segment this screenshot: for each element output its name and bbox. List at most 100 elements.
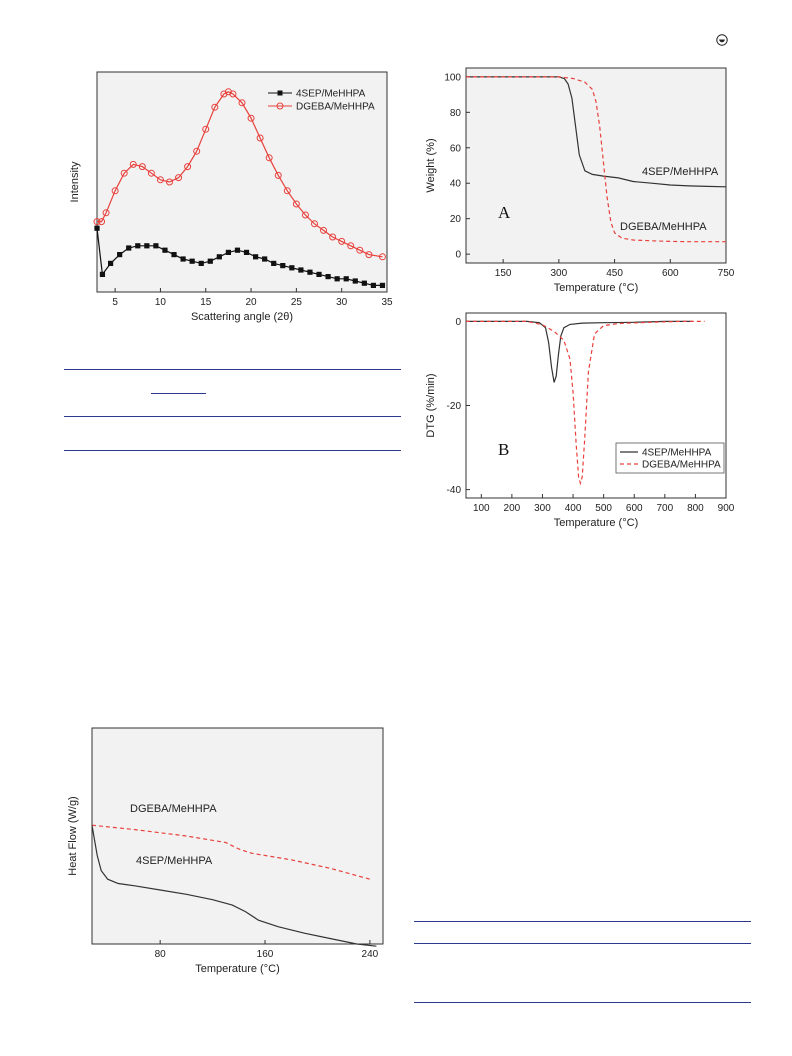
x-tick-label: 100 (473, 503, 490, 514)
figure-tga: 150 300 450 600 750 0 20 40 60 80 100 Temperature (… (420, 60, 740, 310)
legend-marker (276, 102, 284, 110)
data-point (153, 243, 159, 249)
data-point (126, 245, 132, 251)
data-point (256, 134, 264, 142)
data-point (271, 260, 277, 266)
data-point (147, 169, 155, 177)
x-tick-label: 20 (246, 297, 258, 308)
data-point (111, 187, 119, 195)
x-tick-label: 25 (291, 297, 303, 308)
x-axis-label: Temperature (°C) (554, 517, 638, 529)
x-tick-label: 900 (718, 503, 735, 514)
x-axis-label: Temperature (°C) (554, 282, 638, 294)
legend-label: 4SEP/MeHHPA (296, 89, 366, 100)
figure-dsc: 80 160 240 Temperature (°C) Heat Flow (W/g) D… (60, 720, 400, 985)
data-point (135, 243, 141, 249)
data-point (343, 276, 349, 282)
x-axis-label: Scattering angle (2θ) (191, 311, 293, 323)
data-point (370, 282, 377, 288)
x-tick-label: 160 (257, 949, 274, 960)
series-line-1 (91, 825, 377, 947)
data-point (180, 256, 186, 262)
data-point (378, 253, 386, 261)
data-point (325, 274, 331, 280)
data-point (175, 174, 183, 182)
data-point (193, 147, 201, 155)
legend-marker (277, 90, 283, 96)
data-point (93, 218, 101, 226)
x-tick-label: 450 (606, 268, 623, 279)
y-axis-label: DTG (%/min) (425, 373, 437, 437)
y-tick-label: 40 (450, 179, 462, 190)
table2-rule-bottom (414, 1002, 751, 1003)
data-point (338, 237, 346, 245)
y-axis-label: Weight (%) (425, 138, 437, 192)
x-tick-label: 30 (336, 297, 348, 308)
data-point (189, 258, 195, 264)
x-tick-label: 80 (155, 949, 167, 960)
x-tick-label: 400 (565, 503, 582, 514)
data-point (329, 233, 337, 241)
data-point (334, 276, 340, 282)
series-line-0 (91, 824, 371, 880)
y-tick-label: 0 (455, 250, 461, 261)
x-tick-label: 200 (504, 503, 521, 514)
data-point (107, 260, 114, 266)
data-point (365, 251, 373, 259)
dtg-chart: 100 200 300 400 500 600 700 800 900 0 -20 -40 Temper… (425, 312, 735, 529)
open-access-icon[interactable] (716, 34, 728, 46)
data-point (307, 269, 313, 275)
x-tick-label: 700 (656, 503, 673, 514)
data-point (216, 254, 222, 260)
data-point (211, 103, 219, 111)
data-point (225, 249, 232, 255)
data-point (274, 171, 282, 179)
dsc-chart: 80 160 240 Temperature (°C) Heat Flow (W/g) D… (67, 727, 384, 975)
data-point (98, 218, 106, 226)
data-point (320, 226, 328, 234)
data-point (247, 114, 255, 122)
table-link-underline[interactable] (151, 393, 206, 394)
x-tick-label: 600 (662, 268, 679, 279)
x-tick-label: 240 (362, 949, 379, 960)
legend-label: 4SEP/MeHHPA (642, 448, 712, 459)
table2-rule-top (414, 921, 751, 922)
table-rule-header (64, 416, 401, 417)
legend-label: DGEBA/MeHHPA (296, 102, 375, 113)
panel-letter: B (498, 440, 509, 459)
data-point (311, 220, 318, 228)
y-tick-label: -40 (447, 485, 462, 496)
plot-frame (91, 727, 384, 945)
data-point (289, 265, 295, 271)
data-point (234, 247, 241, 253)
y-tick-label: 0 (455, 317, 461, 328)
data-point (265, 154, 273, 162)
data-point (243, 249, 250, 255)
x-tick-label: 35 (381, 297, 393, 308)
data-point (252, 254, 259, 260)
legend-label: DGEBA/MeHHPA (642, 460, 721, 471)
data-point (298, 267, 304, 273)
data-point (166, 178, 173, 186)
series-line-1 (466, 320, 705, 486)
data-point (117, 252, 123, 258)
data-point (162, 247, 168, 253)
data-point (283, 187, 291, 195)
data-point (229, 90, 237, 98)
data-point (138, 163, 146, 171)
y-tick-label: 60 (450, 143, 462, 154)
figure-dtg: 100 200 300 400 500 600 700 800 900 0 -20 -40 Temper… (420, 305, 740, 545)
x-tick-label: 300 (551, 268, 568, 279)
data-point (171, 252, 177, 258)
series-line-1 (97, 91, 383, 258)
data-point (202, 125, 210, 133)
data-point (292, 200, 300, 208)
data-point (198, 260, 204, 266)
data-point (262, 256, 268, 262)
table2-rule-header (414, 943, 751, 944)
data-point (347, 242, 355, 250)
y-tick-label: 100 (444, 72, 461, 83)
panel-letter: A (498, 203, 511, 222)
data-point (356, 246, 364, 254)
series-label-4sep: 4SEP/MeHHPA (136, 855, 213, 867)
